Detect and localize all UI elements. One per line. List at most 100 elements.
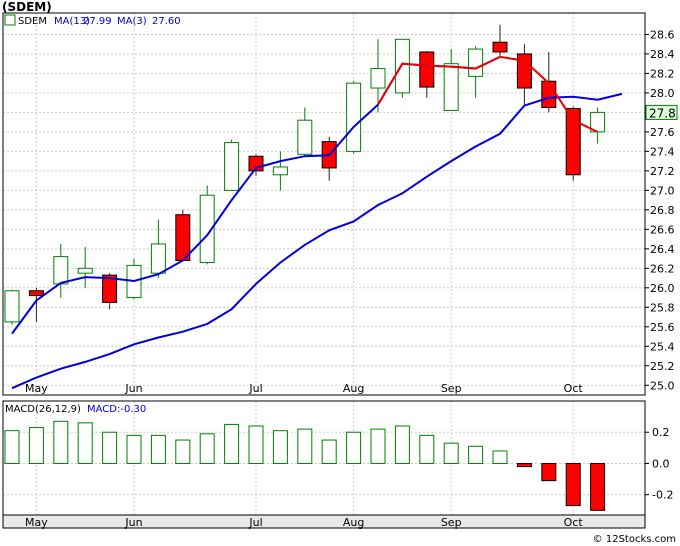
macd-bar [419,434,435,464]
candle-body [346,82,362,152]
candle-body [541,80,557,109]
macd-title: MACD(26,12,9) [5,404,81,415]
macd-panel: -0.20.00.2MayJunJulAugSepOctMayJunJulAug… [2,400,673,530]
macd-month-label: Sep [441,516,462,529]
macd-bar [541,462,557,482]
macd-bar [53,420,69,464]
macd-tick-label: -0.2 [652,489,673,502]
candle-body [370,68,386,89]
macd-bar [4,430,20,464]
ma-fast-line-red [377,55,501,106]
macd-bar [126,434,142,464]
macd-bar [150,434,166,464]
candle-body [175,214,191,262]
ma-fast-line-red [499,55,599,133]
price-panel: 25.0 25.2 25.4 25.6 25.8 26.0 26.2 26.4 26.6 26.8… [2,12,678,396]
price-tick-label: 26.0 [650,282,675,295]
candle-body [53,256,69,285]
macd-month-label: Oct [564,516,584,529]
copyright-notice: © 12Stocks.com [592,534,676,545]
macd-month-label: Jun [124,516,142,529]
macd-bar [516,462,532,468]
price-tick-label: 26.2 [650,262,675,275]
price-tick-label: 26.4 [650,243,675,256]
macd-bar [175,439,191,464]
legend-ma3-value: 27.60 [152,16,181,27]
macd-bar [102,431,118,464]
price-tick-label: 28.2 [650,67,675,80]
price-tick-label: 25.0 [650,379,675,392]
price-plot-area [3,13,645,395]
price-tick-label: 27.6 [650,126,675,139]
candle-body [272,166,288,176]
price-tick-label: 28.0 [650,87,675,100]
candle-body [394,38,410,94]
month-label: Jun [124,382,142,395]
macd-month-label: Aug [343,516,364,529]
macd-bar [370,428,386,464]
legend-series-name: SDEM [18,16,47,27]
macd-bar [77,422,93,464]
candle-body [150,243,166,274]
price-tick-label: 27.4 [650,145,675,158]
macd-tick-label: 0.2 [652,426,670,439]
price-tick-label: 28.6 [650,28,675,41]
macd-bar [565,462,581,507]
candle-body [443,63,459,111]
macd-bar [468,445,484,464]
month-label: May [25,382,48,395]
legend-ma13-value: 27.99 [83,16,112,27]
legend-ma3-name: MA(3) [117,16,147,27]
macd-tick-label: 0.0 [652,457,670,470]
candle-body [419,51,435,88]
price-tick-label: 25.8 [650,301,675,314]
candle-body [468,48,484,77]
price-tick-label: 28.4 [650,48,675,61]
price-plot-frame [2,12,646,396]
candle-body [297,119,313,155]
macd-value-label: MACD:-0.30 [87,404,146,415]
month-label: Sep [441,382,462,395]
price-tick-label: 25.4 [650,340,675,353]
candle-body [4,290,20,323]
candle-body [516,53,532,89]
macd-bar [346,431,362,464]
price-tick-label: 27.2 [650,165,675,178]
macd-bar [394,425,410,464]
macd-bar [224,423,240,464]
candle-body [224,142,240,191]
macd-bar [248,425,264,464]
price-tick-label: 25.6 [650,321,675,334]
macd-bar [272,430,288,464]
macd-month-label: Jul [248,516,262,529]
month-label: Oct [564,382,584,395]
price-tick-label: 25.2 [650,360,675,373]
candle-body [102,274,118,303]
macd-bar [321,439,337,464]
candle-body [492,41,508,53]
candle-body [565,108,581,176]
macd-bar [492,450,508,464]
price-legend: SDEM MA(13)27.99 MA(3) 27.60 [4,14,181,27]
macd-axis-strip [2,514,646,529]
macd-bar [590,462,606,511]
macd-bar [443,442,459,464]
price-tick-label: 27.0 [650,184,675,197]
legend-swatch [4,14,16,26]
price-tick-label: 26.8 [650,204,675,217]
month-label: Jul [248,382,262,395]
candle-body [199,194,215,263]
macd-bar [28,427,44,464]
macd-bar [297,428,313,464]
price-tick-label: 26.6 [650,223,675,236]
candle-body [28,290,44,297]
macd-bar [199,433,215,464]
chart-title: (SDEM) [2,0,52,14]
candle-body [77,267,93,274]
legend-ma13-name: MA(13) [54,16,90,27]
ma-slow-line [11,92,623,390]
macd-month-label: May [25,516,48,529]
month-label: Aug [343,382,364,395]
last-price-label: 27.8 [649,106,676,120]
